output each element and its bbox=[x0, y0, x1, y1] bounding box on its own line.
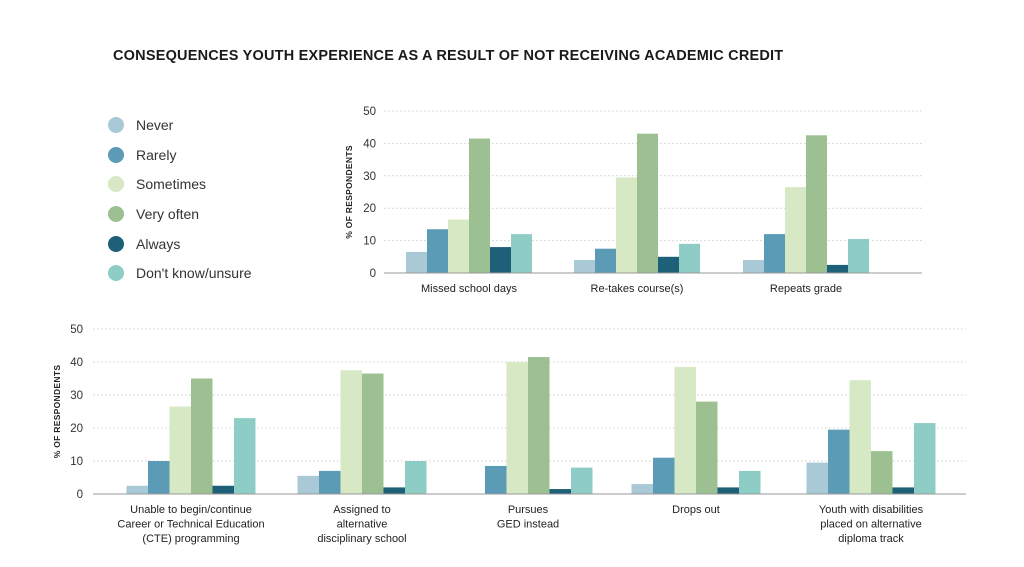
bar-very-often bbox=[637, 133, 658, 273]
bar-sometimes bbox=[506, 362, 528, 494]
legend-label: Very often bbox=[136, 205, 200, 222]
legend-swatch-dont-know bbox=[108, 265, 124, 282]
bar-sometimes bbox=[340, 370, 362, 494]
bar-never bbox=[743, 260, 764, 273]
legend-item-very-often: Very often bbox=[108, 199, 252, 229]
bar-always bbox=[549, 489, 571, 494]
y-tick-label: 20 bbox=[363, 203, 376, 215]
bar-sometimes bbox=[674, 366, 696, 494]
bar-don-t-know-unsure bbox=[679, 243, 700, 273]
category-label: alternative bbox=[337, 519, 388, 531]
bar-always bbox=[892, 487, 914, 494]
y-tick-label: 40 bbox=[70, 357, 83, 369]
category-label: Missed school days bbox=[421, 283, 517, 295]
legend-item-always: Always bbox=[108, 229, 252, 259]
y-tick-label: 50 bbox=[70, 324, 83, 336]
bar-don-t-know-unsure bbox=[848, 238, 869, 273]
category-label: (CTE) programming bbox=[142, 533, 239, 545]
bar-always bbox=[490, 247, 511, 273]
bar-very-often bbox=[806, 135, 827, 273]
bar-always bbox=[717, 487, 739, 494]
legend-swatch-rarely bbox=[108, 146, 124, 163]
category-label: GED instead bbox=[497, 519, 559, 531]
bar-don-t-know-unsure bbox=[511, 234, 532, 273]
bar-never bbox=[806, 462, 828, 494]
chart-bottom: 0 10 20 30 40 50 Unable to begin/continue Caree… bbox=[52, 324, 966, 545]
bar-always bbox=[212, 485, 234, 494]
bar-sometimes bbox=[849, 380, 871, 494]
chart-top: 0 10 20 30 40 50 Missed school days Re-takes co… bbox=[344, 106, 922, 295]
y-axis-label: % OF RESPONDENTS bbox=[52, 365, 62, 459]
y-axis-label: % OF RESPONDENTS bbox=[344, 145, 354, 239]
legend-label: Never bbox=[136, 116, 174, 133]
y-tick-label: 40 bbox=[363, 138, 376, 150]
y-tick-label: 10 bbox=[70, 456, 83, 468]
bar-very-often bbox=[469, 138, 490, 273]
bar-rarely bbox=[828, 429, 850, 494]
legend-swatch-sometimes bbox=[108, 176, 124, 193]
bar-sometimes bbox=[169, 406, 191, 494]
category-label: Assigned to bbox=[333, 504, 390, 516]
bar-don-t-know-unsure bbox=[571, 467, 593, 494]
y-tick-label: 20 bbox=[70, 423, 83, 435]
bar-rarely bbox=[764, 234, 785, 273]
legend-label: Sometimes bbox=[136, 176, 207, 193]
legend-label: Rarely bbox=[136, 146, 177, 163]
bar-never bbox=[574, 260, 595, 273]
bar-very-often bbox=[871, 451, 893, 494]
y-tick-label: 0 bbox=[77, 489, 83, 501]
y-tick-label: 10 bbox=[363, 236, 376, 248]
bar-very-often bbox=[528, 357, 550, 494]
bar-don-t-know-unsure bbox=[914, 423, 936, 494]
bar-never bbox=[631, 484, 653, 494]
y-tick-label: 30 bbox=[70, 390, 83, 402]
category-label: Re-takes course(s) bbox=[591, 283, 684, 295]
bar-rarely bbox=[653, 457, 675, 494]
legend-item-rarely: Rarely bbox=[108, 140, 252, 170]
legend-item-never: Never bbox=[108, 110, 252, 140]
y-tick-label: 30 bbox=[363, 171, 376, 183]
category-label: disciplinary school bbox=[317, 533, 406, 545]
legend-swatch-always bbox=[108, 235, 124, 252]
bar-very-often bbox=[191, 378, 213, 494]
category-label: Youth with disabilities bbox=[819, 504, 924, 516]
bar-sometimes bbox=[448, 219, 469, 273]
legend-swatch-never bbox=[108, 116, 124, 133]
y-tick-label: 0 bbox=[370, 268, 376, 280]
bar-don-t-know-unsure bbox=[405, 461, 427, 494]
category-label: Drops out bbox=[672, 504, 720, 516]
legend: Never Rarely Sometimes Very often Always… bbox=[108, 110, 252, 288]
category-label: placed on alternative bbox=[820, 519, 922, 531]
bar-always bbox=[658, 256, 679, 273]
bar-very-often bbox=[362, 373, 384, 494]
bar-rarely bbox=[595, 248, 616, 273]
bar-rarely bbox=[148, 461, 170, 494]
bar-sometimes bbox=[785, 187, 806, 273]
bar-rarely bbox=[319, 470, 341, 494]
bar-rarely bbox=[427, 229, 448, 273]
bar-rarely bbox=[485, 465, 507, 494]
category-label: Repeats grade bbox=[770, 283, 842, 295]
category-label: Career or Technical Education bbox=[117, 519, 264, 531]
category-label: diploma track bbox=[838, 533, 904, 545]
legend-item-sometimes: Sometimes bbox=[108, 169, 252, 199]
category-label: Unable to begin/continue bbox=[130, 504, 252, 516]
y-tick-label: 50 bbox=[363, 106, 376, 118]
legend-label: Always bbox=[136, 235, 181, 252]
category-label: Pursues bbox=[508, 504, 549, 516]
bar-always bbox=[827, 264, 848, 273]
bar-never bbox=[297, 475, 319, 494]
bar-sometimes bbox=[616, 177, 637, 273]
bar-very-often bbox=[696, 401, 718, 494]
bar-never bbox=[126, 485, 148, 494]
chart-title: CONSEQUENCES YOUTH EXPERIENCE AS A RESUL… bbox=[113, 48, 784, 64]
bar-always bbox=[383, 487, 405, 494]
legend-swatch-very-often bbox=[108, 205, 124, 222]
bar-don-t-know-unsure bbox=[739, 470, 761, 494]
legend-label: Don't know/unsure bbox=[136, 265, 252, 282]
legend-item-dont-know: Don't know/unsure bbox=[108, 258, 252, 288]
bar-never bbox=[406, 251, 427, 273]
bar-don-t-know-unsure bbox=[234, 418, 256, 494]
